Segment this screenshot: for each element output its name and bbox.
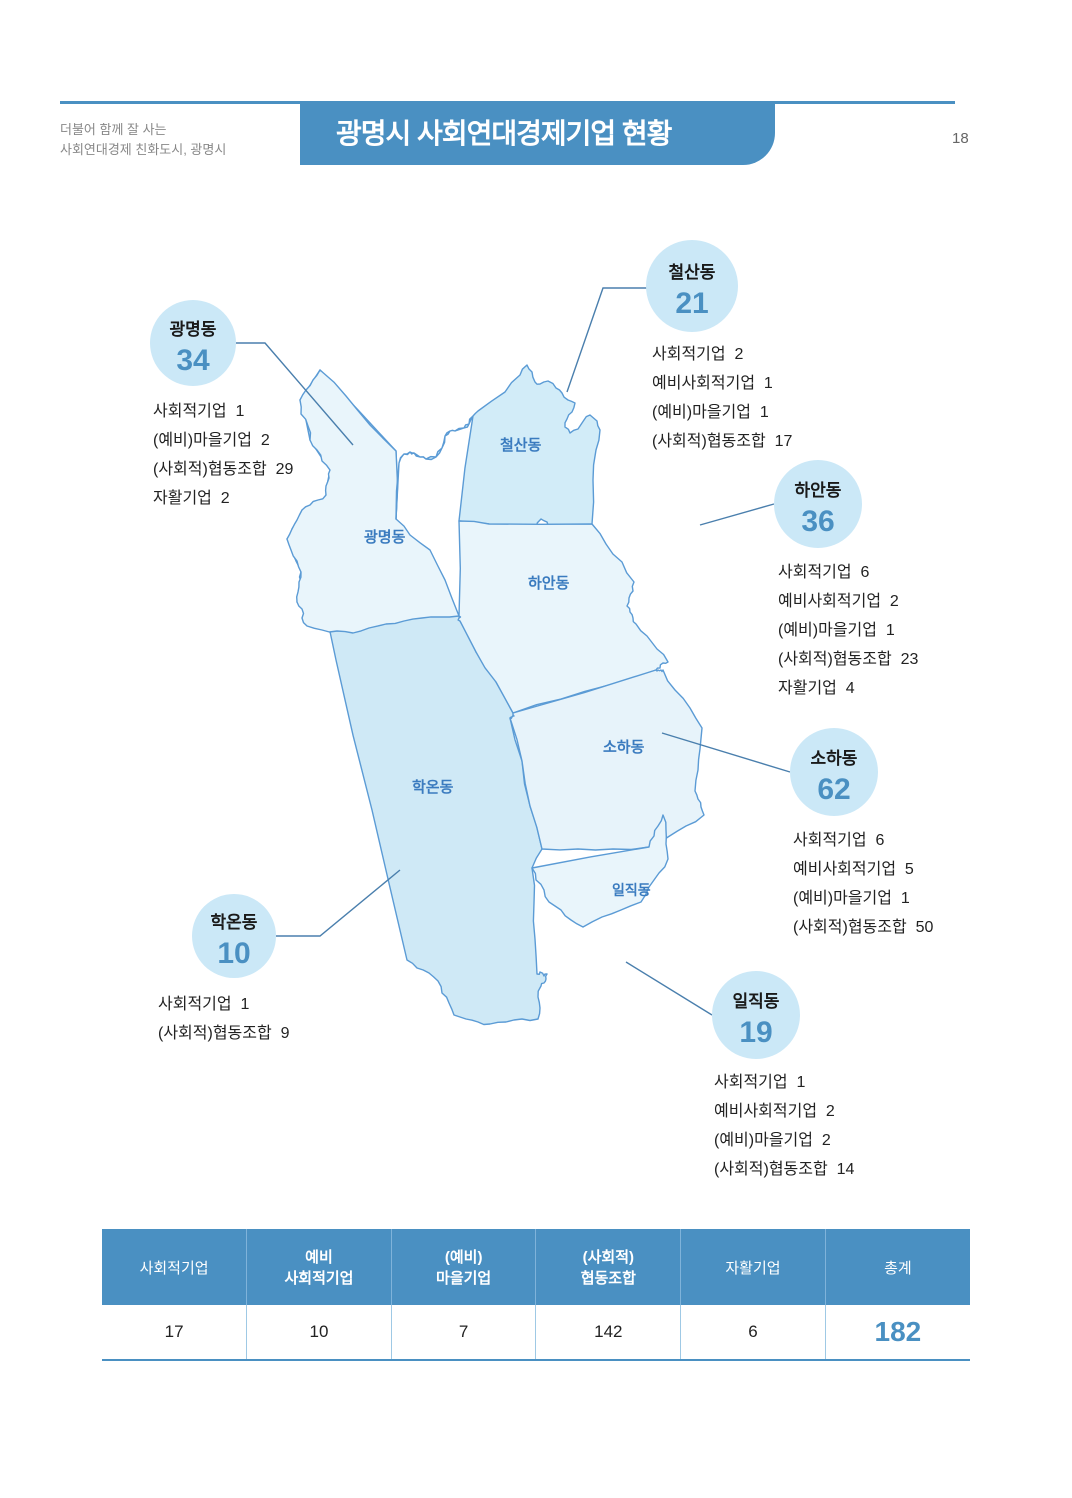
svg-text:철산동: 철산동 (669, 263, 716, 282)
svg-text:일직동: 일직동 (612, 882, 651, 898)
svg-text:10: 10 (217, 937, 250, 970)
svg-text:소하동: 소하동 (603, 739, 645, 756)
svg-text:소하동: 소하동 (811, 749, 858, 768)
svg-text:하안동: 하안동 (795, 481, 842, 500)
svg-text:학온동: 학온동 (412, 779, 454, 796)
svg-text:하안동: 하안동 (528, 574, 570, 592)
svg-text:일직동: 일직동 (733, 992, 780, 1011)
svg-text:34: 34 (176, 344, 210, 377)
svg-text:19: 19 (739, 1016, 772, 1049)
svg-text:광명동: 광명동 (170, 320, 217, 339)
svg-text:학온동: 학온동 (211, 913, 258, 932)
svg-text:62: 62 (817, 773, 850, 806)
svg-text:36: 36 (801, 505, 834, 538)
svg-text:21: 21 (675, 287, 708, 320)
svg-text:광명동: 광명동 (364, 528, 406, 546)
svg-text:철산동: 철산동 (500, 437, 542, 454)
